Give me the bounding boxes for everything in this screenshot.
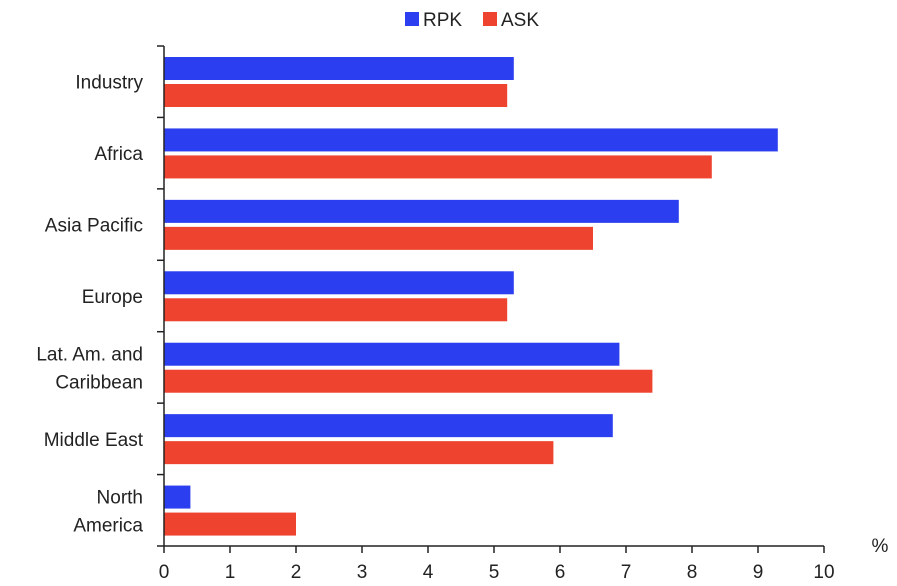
bar-ask-3 xyxy=(164,298,508,322)
bar-ask-4 xyxy=(164,369,653,393)
category-label-0-0: Industry xyxy=(75,73,143,94)
category-label-3-0: Europe xyxy=(82,287,143,308)
bar-ask-2 xyxy=(164,226,593,250)
category-label-5-0: Middle East xyxy=(44,430,144,451)
x-tick-label-10: 10 xyxy=(813,562,834,583)
bar-rpk-6 xyxy=(164,485,191,509)
category-label-2-0: Asia Pacific xyxy=(45,216,143,237)
x-tick-label-6: 6 xyxy=(555,562,566,583)
x-tick-label-7: 7 xyxy=(621,562,632,583)
x-tick-label-3: 3 xyxy=(357,562,368,583)
axes-group: 0 1 2 3 4 5 6 7 8 9 10 xyxy=(157,45,835,583)
x-tick-label-9: 9 xyxy=(753,562,764,583)
bar-ask-0 xyxy=(164,84,508,107)
bar-rpk-0 xyxy=(164,57,514,80)
legend-label-rpk: RPK xyxy=(423,10,462,31)
bar-rpk-2 xyxy=(164,199,679,223)
x-tick-label-8: 8 xyxy=(687,562,698,583)
bar-ask-5 xyxy=(164,441,554,465)
legend-label-ask: ASK xyxy=(501,10,539,31)
category-label-6-1: America xyxy=(73,515,143,536)
category-label-4-1: Caribbean xyxy=(55,372,143,393)
legend-swatch-ask xyxy=(483,12,497,26)
x-tick-label-4: 4 xyxy=(423,562,434,583)
x-tick-label-0: 0 xyxy=(159,562,170,583)
category-label-6-0: North xyxy=(97,487,143,508)
category-labels: Industry Africa Asia Pacific Europe Lat. Am.… xyxy=(36,73,143,537)
x-tick-label-1: 1 xyxy=(225,562,236,583)
category-label-1-0: Africa xyxy=(94,144,143,165)
bars-group xyxy=(164,57,778,536)
category-label-4-0: Lat. Am. and xyxy=(36,344,143,365)
legend: RPK ASK xyxy=(405,10,539,31)
bar-ask-6 xyxy=(164,512,296,536)
bar-rpk-1 xyxy=(164,128,778,152)
bar-rpk-4 xyxy=(164,342,620,366)
bar-rpk-5 xyxy=(164,414,613,438)
bar-ask-1 xyxy=(164,155,712,179)
x-tick-label-5: 5 xyxy=(489,562,500,583)
bar-rpk-3 xyxy=(164,271,514,295)
legend-swatch-rpk xyxy=(405,12,419,26)
x-tick-label-2: 2 xyxy=(291,562,302,583)
x-axis-unit-label: % xyxy=(872,536,889,557)
